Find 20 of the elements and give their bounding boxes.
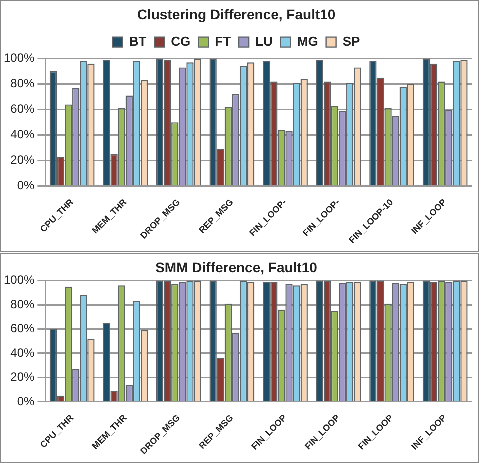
y-tick-label: 60% [10, 102, 36, 116]
legend-label: CG [171, 34, 191, 49]
y-tick-label: 40% [10, 346, 36, 360]
y-tick-label: 20% [10, 153, 36, 168]
legend-label: MG [297, 34, 318, 49]
legend-label: LU [256, 34, 273, 49]
y-tick-label: 80% [10, 76, 36, 91]
y-tick-label: 80% [10, 297, 36, 312]
y-tick-label: 40% [10, 128, 36, 142]
y-tick-label: 0% [17, 178, 36, 193]
y-tick-label: 100% [4, 51, 36, 66]
y-tick-label: 60% [10, 322, 36, 336]
legend-label: FT [215, 34, 232, 49]
y-tick-label: 20% [10, 370, 36, 384]
legend-label: SP [342, 34, 360, 49]
legend-label: BT [129, 34, 147, 49]
y-tick-label: 100% [4, 273, 36, 288]
chart-title: Clustering Difference, Fault10 [137, 6, 336, 22]
chart-title: SMM Difference, Fault10 [156, 259, 318, 276]
y-tick-label: 0% [17, 394, 36, 408]
